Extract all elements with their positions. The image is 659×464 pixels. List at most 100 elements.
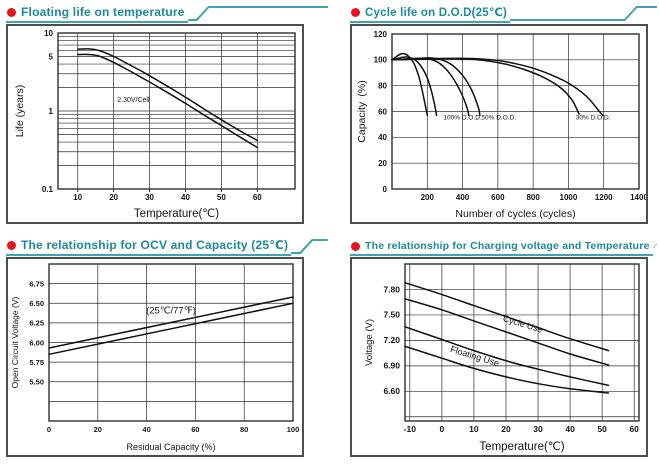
x-tick-label: 10 [469,424,479,434]
y-axis-label: Life (years) [14,85,26,138]
panel-ocv-capacity: The relationship for OCV and Capacity (2… [6,235,328,457]
y-tick-label: 6.00 [29,338,44,347]
ocv-capacity-chart: 0 20 40 60 80 100 6.75 6.50 6.25 6.00 5.75 5.50 (25℃… [10,263,299,452]
title-decoration-line [652,243,657,249]
series-dod-30-outer [391,57,604,117]
x-tick-label: 20 [94,425,102,434]
floating-life-chart: 10 20 30 40 50 60 10 5 1 0.1 2.30V/Cell Temperature… [14,29,296,220]
y-tick-label: 80 [378,81,387,90]
y-tick-label: 5.50 [29,378,44,387]
y-tick-label: 100 [374,56,388,65]
x-tick-label: 60 [191,425,199,434]
y-axis-label: Voltage (V) [364,319,375,366]
x-tick-label: 40 [142,425,150,434]
panel-floating-life: Floating life on temperature 10 20 30 40 50 6… [6,2,328,224]
chart-annotation: 50% D.O.D. [481,114,516,121]
bullet-icon [7,240,16,250]
x-tick-label: 0 [47,425,51,434]
x-tick-label: 1400 [630,193,646,202]
y-axis-label: Open Circuit Voltage (V) [10,297,20,389]
series-floating-use-upper [404,326,610,387]
cycle-life-chart-box: 200 400 600 800 1000 1200 1400 0 20 40 60 80 100 120 1… [350,24,648,224]
title-decoration-line [510,6,657,21]
chart-annotation: (25℃/77℉) [146,305,196,316]
title-underline-wrap: The relationship for Charging voltage an… [350,240,653,256]
title-decoration-line [187,6,328,21]
chart-annotation: Cycle Use [502,313,544,335]
x-tick-label: 600 [491,193,505,202]
x-tick-label: -10 [404,424,417,434]
series-dod-30-inner [391,57,580,115]
y-tick-label: 7.80 [383,284,400,294]
series-dod-100-outer [391,56,438,117]
x-tick-label: 30 [533,424,543,434]
title-decoration-line [291,239,328,254]
y-tick-label: 120 [374,30,388,39]
y-tick-label: 0.1 [42,185,54,194]
x-tick-label: 20 [109,193,118,202]
panel-charging-voltage-header: The relationship for Charging voltage an… [350,235,657,256]
x-tick-label: 400 [456,193,470,202]
chart-annotation: 100% D.O.D. [443,114,481,121]
floating-life-chart-box: 10 20 30 40 50 60 10 5 1 0.1 2.30V/Cell Temperature… [6,24,304,224]
series-floating-use-lower [404,345,610,394]
bullet-icon [7,7,16,17]
x-tick-label: 800 [526,193,540,202]
panel-cycle-life: Cycle life on D.O.D(25℃) 200 400 600 800 100… [342,2,657,224]
y-tick-label: 10 [44,29,53,38]
title-underline-wrap: Floating life on temperature [6,5,188,23]
title-underline-wrap: Cycle life on D.O.D(25℃) [350,5,511,23]
cycle-life-chart: 200 400 600 800 1000 1200 1400 0 20 40 60 80 100 120 1… [356,30,646,220]
y-tick-label: 5 [49,52,54,61]
x-tick-label: 50 [597,424,607,434]
x-tick-label: 10 [73,193,82,202]
x-tick-label: 50 [217,193,226,202]
series-float-life-upper [77,48,259,142]
y-tick-label: 20 [378,159,387,168]
panel-cycle-life-header: Cycle life on D.O.D(25℃) [350,2,657,23]
y-tick-label: 1 [49,107,54,116]
x-tick-label: 30 [145,193,154,202]
bullet-icon [351,7,360,17]
y-tick-label: 6.50 [29,299,44,308]
ocv-capacity-chart-box: 0 20 40 60 80 100 6.75 6.50 6.25 6.00 5.75 5.50 (25℃… [6,257,304,457]
y-tick-label: 40 [378,133,387,142]
x-tick-label: 40 [181,193,190,202]
title-underline-wrap: The relationship for OCV and Capacity (2… [6,238,292,256]
panel-ocv-capacity-header: The relationship for OCV and Capacity (2… [6,235,328,256]
y-tick-label: 7.20 [383,335,400,345]
y-axis-label: Capacity (%) [356,80,368,142]
series-float-life-lower [77,53,259,149]
panel-title: Cycle life on D.O.D(25℃) [365,7,508,19]
y-tick-label: 0 [383,185,388,194]
y-tick-label: 6.90 [383,361,400,371]
x-tick-label: 60 [629,424,639,434]
x-tick-label: 60 [253,193,262,202]
x-tick-label: 80 [240,425,248,434]
chart-annotation: Floating Use [449,344,500,368]
y-tick-label: 6.60 [383,386,400,396]
panel-title: Floating life on temperature [21,5,185,19]
panel-floating-life-header: Floating life on temperature [6,2,328,23]
panel-charging-voltage: The relationship for Charging voltage an… [342,235,657,457]
panel-title: The relationship for OCV and Capacity (2… [21,238,289,252]
series-cycle-use-upper [404,281,610,352]
x-axis-label: Temperature(℃) [479,441,564,453]
chart-annotation: 2.30V/Cell [117,97,150,104]
x-axis-label: Temperature(℃) [134,208,219,220]
y-tick-label: 6.25 [29,319,44,328]
series-cycle-use-lower [404,298,610,366]
x-tick-label: 200 [421,193,435,202]
x-tick-label: 0 [439,424,444,434]
bullet-icon [351,241,360,251]
charging-voltage-chart-box: -10 0 10 20 30 40 50 60 7.80 7.50 7.20 6.90 6.60 Cycl… [350,257,648,457]
series-ocv-lower [48,302,294,356]
series-dod-100-inner [391,52,429,117]
panel-title: The relationship for Charging voltage an… [365,240,650,252]
charging-voltage-chart: -10 0 10 20 30 40 50 60 7.80 7.50 7.20 6.90 6.60 Cycl… [364,263,640,453]
x-tick-label: 1200 [595,193,613,202]
x-axis-label: Number of cycles (cycles) [455,208,575,220]
y-tick-label: 7.50 [383,310,400,320]
charts-grid: Floating life on temperature 10 20 30 40 50 6… [6,2,659,457]
